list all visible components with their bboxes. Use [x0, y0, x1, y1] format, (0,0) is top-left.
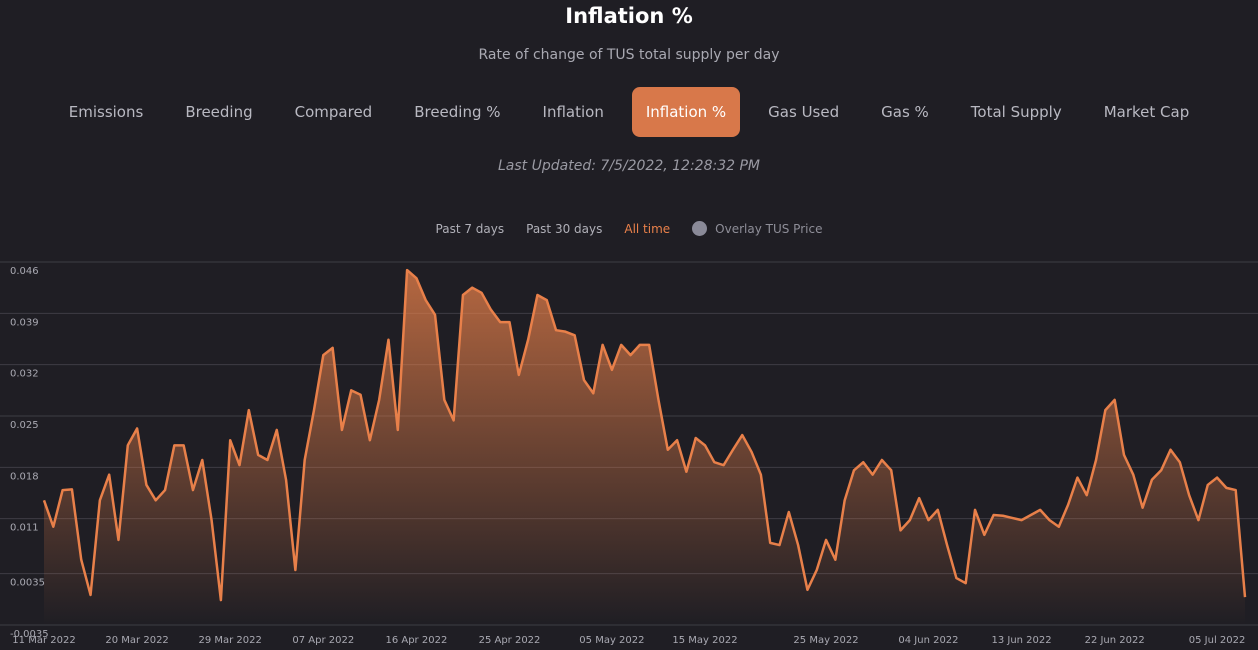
y-tick-label: 0.025	[10, 420, 39, 431]
range-button[interactable]: Past 7 days	[435, 221, 505, 236]
tab[interactable]: Market Cap	[1103, 103, 1190, 121]
x-tick-label: 25 Apr 2022	[479, 635, 541, 646]
y-tick-label: 0.011	[10, 523, 39, 534]
tab[interactable]: Gas Used	[768, 103, 840, 121]
x-tick-label: 22 Jun 2022	[1085, 635, 1145, 646]
overlay-toggle[interactable]: Overlay TUS Price	[692, 221, 822, 236]
y-tick-label: -0.0035	[10, 629, 49, 640]
tab[interactable]: Compared	[294, 103, 373, 121]
x-tick-label: 25 May 2022	[793, 635, 858, 646]
area-fill	[44, 270, 1245, 625]
tab[interactable]: Breeding %	[414, 103, 501, 121]
range-button[interactable]: All time	[624, 221, 671, 236]
toggle-dot[interactable]	[692, 221, 708, 236]
tab[interactable]: Gas %	[881, 103, 929, 121]
last-updated: Last Updated: 7/5/2022, 12:28:32 PM	[498, 158, 760, 174]
tab[interactable]: Total Supply	[970, 103, 1062, 121]
range-button[interactable]: Past 30 days	[526, 221, 603, 236]
page-subtitle: Rate of change of TUS total supply per d…	[478, 47, 780, 63]
tab[interactable]: Breeding	[185, 103, 253, 121]
x-tick-label: 05 Jul 2022	[1189, 635, 1246, 646]
tab[interactable]: Inflation %	[631, 87, 741, 137]
y-tick-label: 0.0035	[10, 578, 45, 589]
range-selector: Past 7 days Past 30 days All time Overlay T…	[0, 221, 1258, 236]
x-tick-label: 04 Jun 2022	[898, 635, 958, 646]
x-tick-label: 20 Mar 2022	[105, 635, 168, 646]
y-tick-label: 0.039	[10, 317, 39, 328]
x-tick-label: 07 Apr 2022	[292, 635, 354, 646]
x-tick-label: 16 Apr 2022	[385, 635, 447, 646]
y-tick-label: 0.032	[10, 369, 39, 380]
x-tick-label: 11 Mar 2022	[12, 635, 75, 646]
overlay-label[interactable]: Overlay TUS Price	[715, 221, 823, 236]
y-tick-label: 0.046	[10, 266, 39, 277]
x-tick-label: 05 May 2022	[579, 635, 644, 646]
line	[42, 268, 1247, 602]
x-tick-label: 13 Jun 2022	[991, 635, 1051, 646]
x-tick-label: 29 Mar 2022	[198, 635, 261, 646]
x-tick-label: 15 May 2022	[672, 635, 737, 646]
y-tick-label: 0.018	[10, 471, 39, 482]
tab-bar: Emissions Breeding Compared Breeding % Infla…	[0, 86, 1258, 138]
tab[interactable]: Inflation	[542, 103, 604, 121]
tab[interactable]: Emissions	[68, 103, 144, 121]
page-title: Inflation %	[565, 4, 693, 28]
